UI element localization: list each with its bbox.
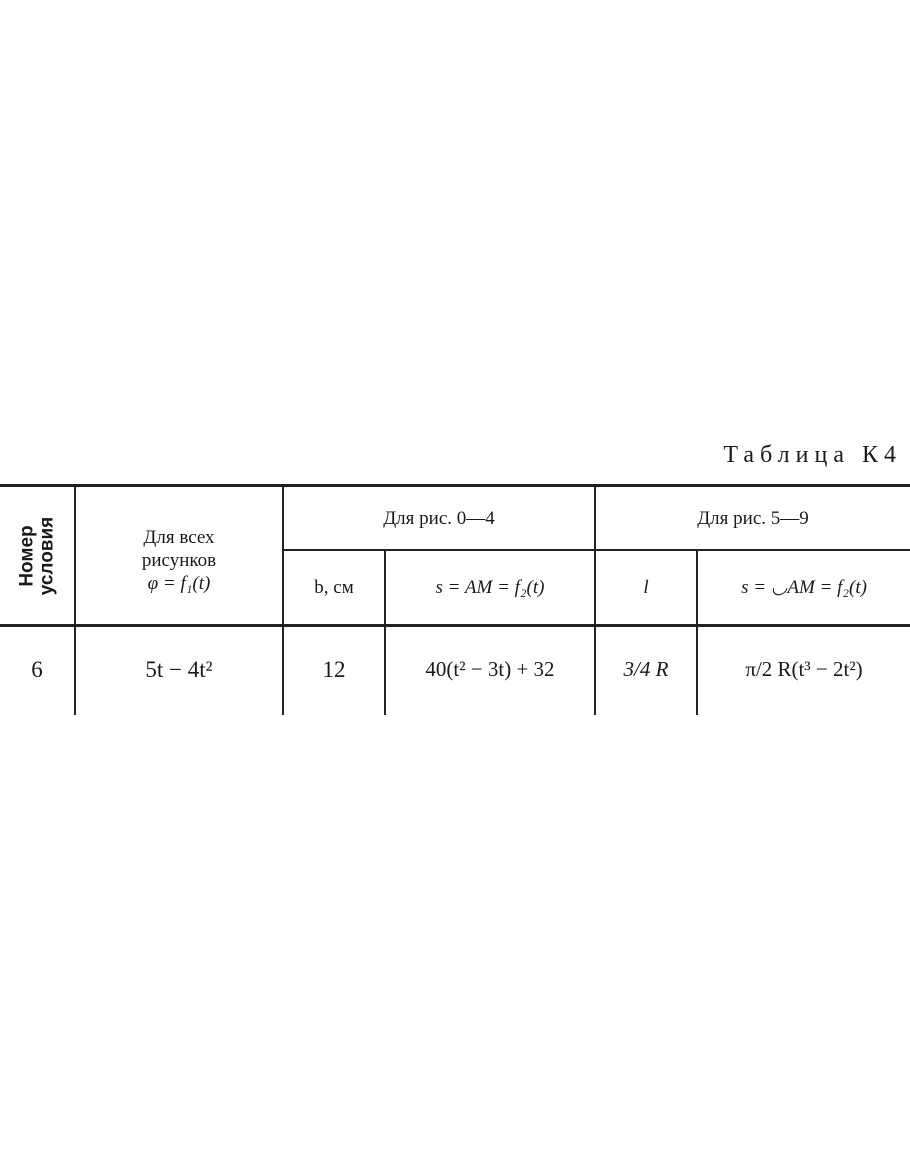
cell-b: 12 <box>322 656 346 682</box>
header-s-0-4: s = AM = f₂(t) <box>435 577 545 598</box>
header-group-5-9: Для рис. 5—9 <box>697 507 809 529</box>
table-top-rule <box>0 484 910 487</box>
cell-s-0-4: 40(t² − 3t) + 32 <box>425 657 555 681</box>
cell-number: 6 <box>31 656 43 682</box>
cell-l: 3/4 R <box>623 657 669 681</box>
column-divider <box>384 550 386 715</box>
header-bottom-rule <box>0 624 910 627</box>
header-text: Номер <box>16 524 38 587</box>
header-text: условия <box>36 516 58 595</box>
header-text: φ = f₁(t) <box>147 572 211 594</box>
column-divider <box>696 550 698 715</box>
header-s-5-9: s = ◡AM = f₂(t) <box>741 577 867 598</box>
header-l: l <box>643 577 649 598</box>
column-divider <box>282 485 284 715</box>
header-group-0-4: Для рис. 0—4 <box>383 507 495 529</box>
cell-phi: 5t − 4t² <box>145 656 213 682</box>
header-text: Для всех <box>143 526 215 548</box>
column-divider <box>74 485 76 715</box>
subheader-rule <box>283 549 910 551</box>
header-text: рисунков <box>141 549 217 571</box>
cell-s-5-9: π/2 R(t³ − 2t²) <box>745 657 863 681</box>
table-title: Таблица К4 <box>723 442 902 468</box>
header-all-figures: Для всех рисунков φ = f₁(t) <box>76 520 282 600</box>
header-b: b, см <box>314 577 354 598</box>
column-divider <box>594 485 596 715</box>
header-condition-number: Номер условия <box>0 487 74 624</box>
